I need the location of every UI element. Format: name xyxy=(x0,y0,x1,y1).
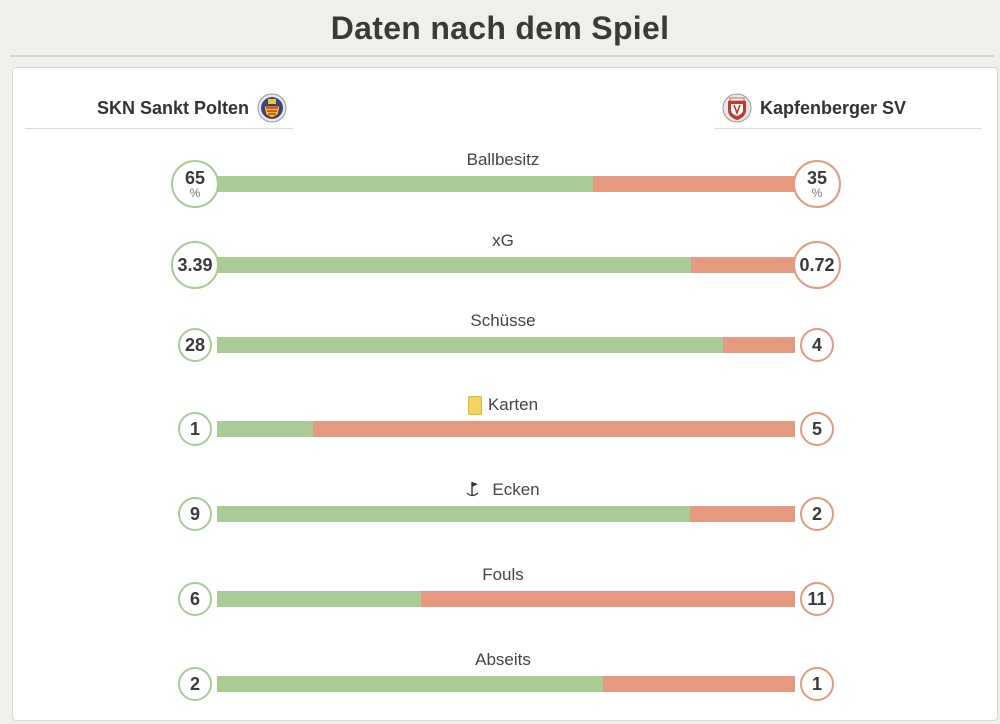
stat-row-ballbesitz: Ballbesitz 65% 35% xyxy=(13,150,997,210)
stat-bar xyxy=(217,176,795,192)
away-value: 0.72 xyxy=(799,255,835,275)
stat-label: Karten xyxy=(203,395,803,415)
title-divider xyxy=(10,55,994,57)
away-value-badge: 0.72 xyxy=(793,241,841,289)
stat-row-ecken: Ecken 9 2 xyxy=(13,480,997,540)
stat-bar xyxy=(217,506,795,522)
away-value: 4 xyxy=(811,335,822,355)
stat-label-text: Karten xyxy=(487,395,539,414)
away-value-badge: 4 xyxy=(800,328,834,362)
home-value-badge: 2 xyxy=(178,667,212,701)
ksv-crest-icon xyxy=(722,93,752,123)
away-value: 11 xyxy=(807,589,827,609)
stat-label: Schüsse xyxy=(203,311,803,331)
home-bar-segment xyxy=(217,591,422,607)
home-value-badge: 1 xyxy=(178,412,212,446)
corner-flag-icon xyxy=(466,482,479,497)
home-value-badge: 9 xyxy=(178,497,212,531)
home-bar-segment xyxy=(217,176,593,192)
away-value: 2 xyxy=(811,504,822,524)
stat-bar xyxy=(217,591,795,607)
stats-card: SKN Sankt Polten Kapfenberger SV Ballbes… xyxy=(12,67,998,721)
away-bar-segment xyxy=(421,591,795,607)
stat-row-abseits: Abseits 2 1 xyxy=(13,650,997,710)
page-title: Daten nach dem Spiel xyxy=(330,10,670,46)
home-team-name: SKN Sankt Polten xyxy=(97,97,250,118)
home-value: 65 xyxy=(184,168,206,188)
stat-bar xyxy=(217,421,795,437)
away-value-unit: % xyxy=(811,186,823,200)
home-bar-segment xyxy=(217,676,603,692)
stat-row-xg: xG 3.39 0.72 xyxy=(13,231,997,291)
stat-label: Ecken xyxy=(203,480,803,500)
stat-label-text: Abseits xyxy=(475,650,531,669)
away-bar-segment xyxy=(592,176,795,192)
home-bar-segment xyxy=(217,257,691,273)
stat-bar xyxy=(217,676,795,692)
away-value-badge: 1 xyxy=(800,667,834,701)
yellow-card-icon xyxy=(467,395,482,415)
home-team-divider xyxy=(25,128,293,129)
away-bar-segment xyxy=(722,337,795,353)
stat-row-karten: Karten 1 5 xyxy=(13,395,997,455)
skn-crest-icon xyxy=(257,93,287,123)
stat-label-text: Ecken xyxy=(492,480,540,499)
away-team-name: Kapfenberger SV xyxy=(760,97,907,118)
stat-label: Ballbesitz xyxy=(203,150,803,170)
home-bar-segment xyxy=(217,506,690,522)
away-value-badge: 5 xyxy=(800,412,834,446)
stat-row-schüsse: Schüsse 28 4 xyxy=(13,311,997,371)
away-value-badge: 2 xyxy=(800,497,834,531)
away-bar-segment xyxy=(602,676,795,692)
home-value: 1 xyxy=(189,419,200,439)
stat-label: Abseits xyxy=(203,650,803,670)
away-value: 5 xyxy=(811,419,822,439)
home-value-badge: 65% xyxy=(171,160,219,208)
stat-bar xyxy=(217,257,795,273)
home-value-unit: % xyxy=(189,186,201,200)
stat-label: xG xyxy=(203,231,803,251)
away-team[interactable]: Kapfenberger SV xyxy=(722,88,906,128)
away-value-badge: 11 xyxy=(800,582,834,616)
away-value: 1 xyxy=(811,674,822,694)
stat-label-text: Schüsse xyxy=(470,311,536,330)
home-value: 28 xyxy=(184,335,206,355)
home-value-badge: 28 xyxy=(178,328,212,362)
away-bar-segment xyxy=(689,506,795,522)
away-value: 35 xyxy=(806,168,828,188)
home-value: 2 xyxy=(189,674,200,694)
home-bar-segment xyxy=(217,337,723,353)
stat-row-fouls: Fouls 6 11 xyxy=(13,565,997,625)
stat-label: Fouls xyxy=(203,565,803,585)
stat-label-text: Fouls xyxy=(482,565,524,584)
stat-label-text: Ballbesitz xyxy=(466,150,540,169)
away-value-badge: 35% xyxy=(793,160,841,208)
stat-label-text: xG xyxy=(492,231,514,250)
home-value-badge: 6 xyxy=(178,582,212,616)
home-value: 3.39 xyxy=(177,255,213,275)
home-bar-segment xyxy=(217,421,314,437)
home-value: 9 xyxy=(189,504,200,524)
away-bar-segment xyxy=(313,421,795,437)
home-value-badge: 3.39 xyxy=(171,241,219,289)
home-team[interactable]: SKN Sankt Polten xyxy=(97,88,287,128)
home-value: 6 xyxy=(189,589,200,609)
away-team-divider xyxy=(714,128,982,129)
away-bar-segment xyxy=(690,257,795,273)
stat-bar xyxy=(217,337,795,353)
